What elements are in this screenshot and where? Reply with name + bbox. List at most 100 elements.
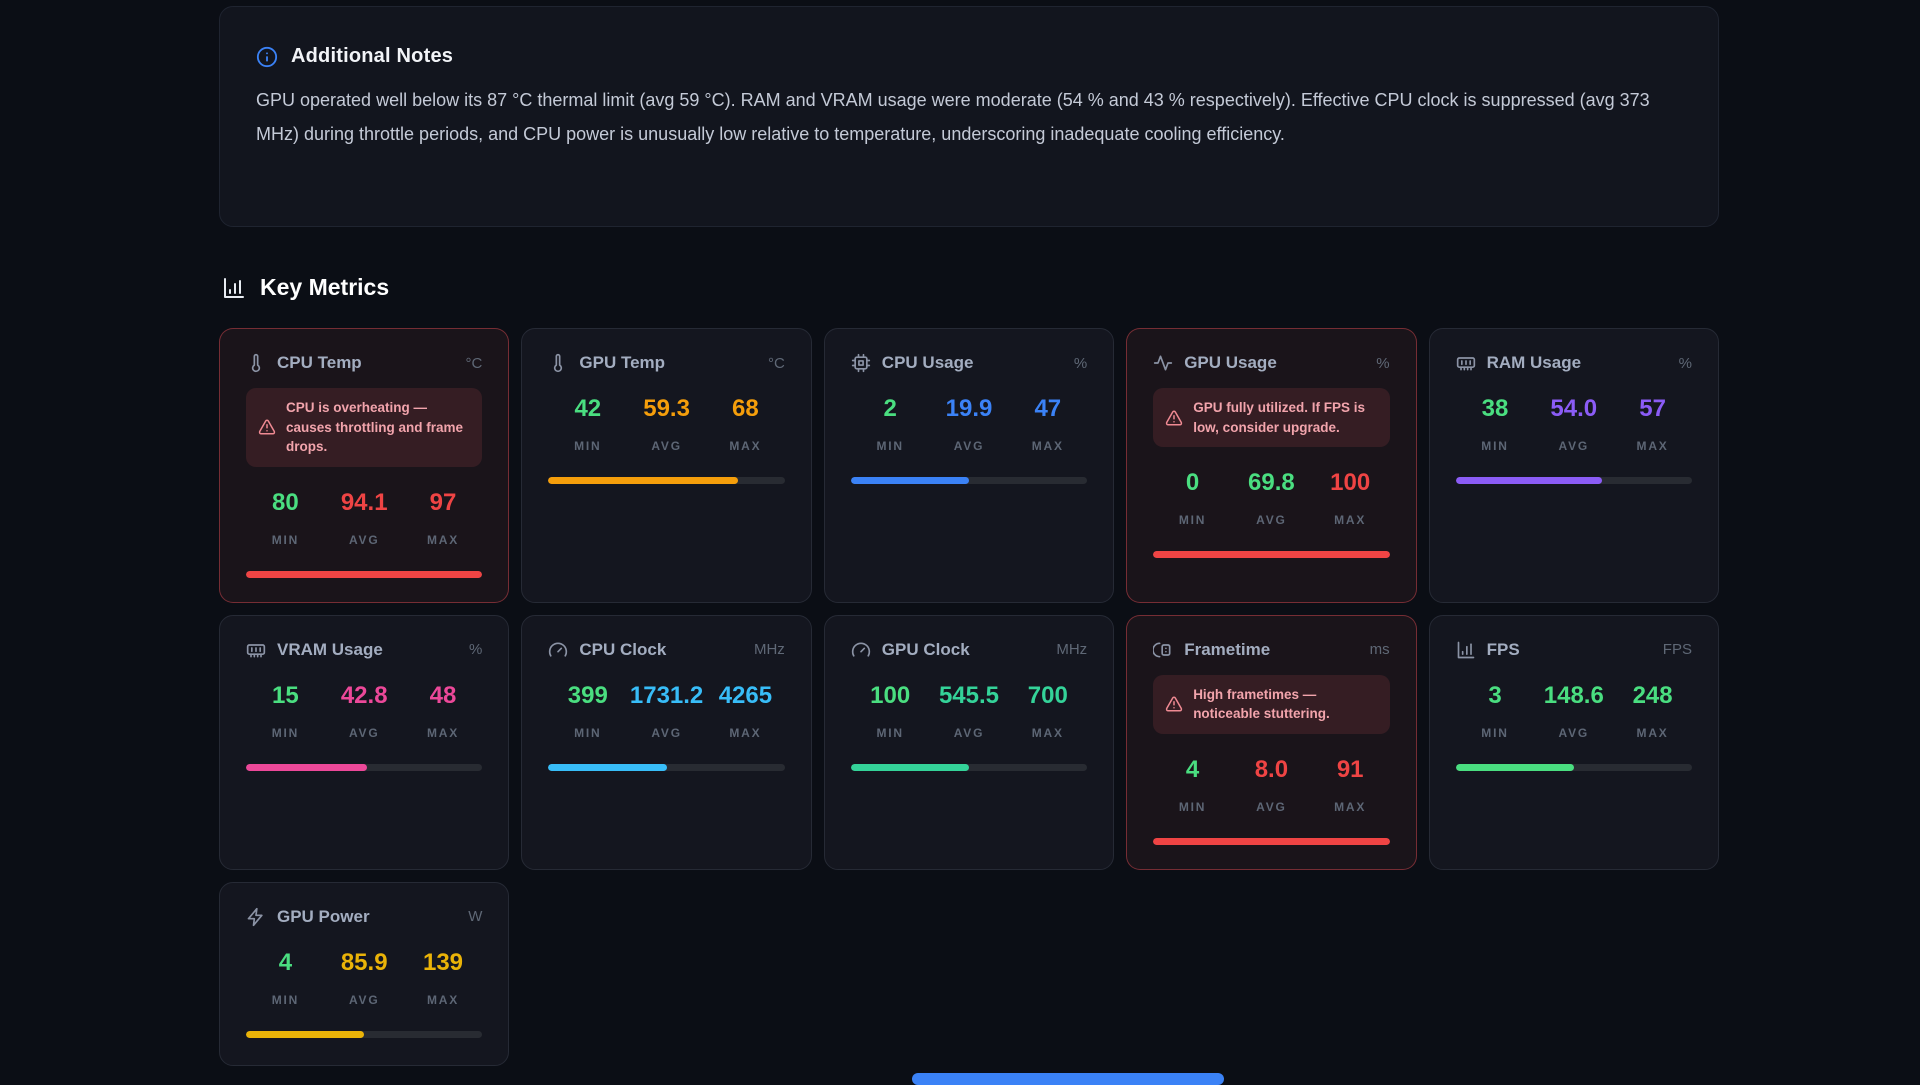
metric-value-labels: MIN AVG MAX <box>1153 513 1389 527</box>
metric-unit: % <box>1678 354 1692 372</box>
metric-unit: ms <box>1369 641 1390 659</box>
metric-progress-fill <box>1153 551 1390 559</box>
metric-title: CPU Temp <box>277 353 362 372</box>
metric-max-value: 68 <box>732 395 759 422</box>
metric-card-header: RAM Usage % <box>1456 353 1692 373</box>
metric-title: Frametime <box>1184 639 1271 659</box>
metric-title: GPU Clock <box>881 639 970 659</box>
metric-card-header: CPU Usage % <box>851 353 1087 373</box>
max-label: MAX <box>426 725 460 740</box>
metric-unit: % <box>1073 354 1088 372</box>
metric-warning: GPU fully utilized. If FPS is low, consi… <box>1153 388 1390 448</box>
metric-min-value: 80 <box>272 488 299 516</box>
metric-progress-track <box>1455 763 1692 771</box>
metric-unit: W <box>468 908 483 926</box>
metric-card-cpu-usage: CPU Usage % 2 19.9 47 MIN AVG MAX <box>823 328 1115 603</box>
metric-progress-fill <box>850 763 969 771</box>
metric-values: 4 8.0 91 <box>1153 756 1389 784</box>
metric-unit: % <box>1376 354 1390 372</box>
metric-progress-track <box>548 477 785 484</box>
metric-value-labels: MIN AVG MAX <box>1153 800 1389 814</box>
metric-warning: High frametimes — noticeable stuttering. <box>1153 674 1390 734</box>
max-label: MAX <box>729 439 762 453</box>
metric-avg-value: 94.1 <box>340 488 388 516</box>
metric-card-vram-usage: VRAM Usage % 15 42.8 48 MIN AVG MAX <box>219 614 510 870</box>
metric-progress-track <box>246 1030 483 1038</box>
metric-value-labels: MIN AVG MAX <box>246 726 482 740</box>
metric-avg-value: 19.9 <box>945 395 993 422</box>
metric-avg-value: 42.8 <box>340 681 388 709</box>
metric-title: CPU Clock <box>579 639 667 659</box>
bar-chart-icon <box>222 276 246 300</box>
max-label: MAX <box>1031 725 1064 740</box>
min-label: MIN <box>1481 439 1509 453</box>
metric-progress-track <box>548 763 785 771</box>
metric-card-ram-usage: RAM Usage % 38 54.0 57 MIN AVG MAX <box>1428 328 1719 603</box>
bottom-cutoff-button[interactable] <box>912 1073 1224 1085</box>
metric-warning-text: High frametimes — noticeable stuttering. <box>1193 686 1330 722</box>
max-label: MAX <box>426 992 460 1007</box>
metric-title: VRAM Usage <box>277 639 383 659</box>
metric-progress-track <box>246 763 483 771</box>
metric-min-value: 2 <box>883 395 897 422</box>
min-label: MIN <box>271 532 300 547</box>
avg-label: AVG <box>953 725 985 740</box>
metric-max-value: 4265 <box>718 681 773 709</box>
metric-card-gpu-clock: GPU Clock MHz 100 545.5 700 MIN AVG MAX <box>823 614 1115 870</box>
max-label: MAX <box>1636 439 1669 453</box>
metric-progress-track <box>246 570 483 578</box>
max-label: MAX <box>729 725 762 740</box>
metric-card-frametime: Frametime ms High frametimes — noticeabl… <box>1126 614 1417 870</box>
min-label: MIN <box>271 725 300 740</box>
avg-label: AVG <box>651 725 682 740</box>
metric-max-value: 97 <box>429 488 457 516</box>
metric-max-value: 47 <box>1034 395 1062 422</box>
metric-progress-track <box>1455 477 1692 484</box>
metric-progress-fill <box>246 570 483 578</box>
gauge-icon <box>548 640 568 660</box>
metric-min-value: 3 <box>1488 681 1502 709</box>
min-label: MIN <box>271 992 300 1007</box>
metric-min-value: 15 <box>272 681 299 709</box>
warning-triangle-icon <box>258 418 276 436</box>
metric-values: 15 42.8 48 <box>246 682 482 710</box>
metric-title: FPS <box>1486 639 1520 659</box>
notes-title-row: Additional Notes <box>256 45 1678 68</box>
memory-icon <box>246 640 266 660</box>
metric-avg-value: 148.6 <box>1543 681 1604 709</box>
max-label: MAX <box>1334 799 1367 814</box>
metric-values: 0 69.8 100 <box>1153 469 1389 497</box>
metric-progress-fill <box>850 477 969 484</box>
metric-avg-value: 85.9 <box>340 948 388 976</box>
metric-card-gpu-power: GPU Power W 4 85.9 139 MIN AVG MAX <box>219 881 510 1066</box>
avg-label: AVG <box>1256 799 1287 814</box>
avg-label: AVG <box>953 439 985 453</box>
metric-progress-fill <box>1153 837 1390 845</box>
max-label: MAX <box>426 532 460 547</box>
metric-values: 42 59.3 68 <box>548 395 784 423</box>
metric-value-labels: MIN AVG MAX <box>1456 726 1692 740</box>
metric-avg-value: 8.0 <box>1254 755 1289 783</box>
metric-title: GPU Temp <box>579 353 666 372</box>
metric-max-value: 100 <box>1330 469 1371 497</box>
additional-notes-card: Additional Notes GPU operated well below… <box>219 6 1719 227</box>
min-label: MIN <box>574 439 602 453</box>
avg-label: AVG <box>348 992 380 1007</box>
thermometer-icon <box>548 353 568 373</box>
metric-value-labels: MIN AVG MAX <box>548 439 784 453</box>
metric-values: 100 545.5 700 <box>851 682 1087 710</box>
max-label: MAX <box>1031 439 1064 453</box>
metric-values: 80 94.1 97 <box>246 489 482 517</box>
max-label: MAX <box>1334 513 1367 528</box>
thermometer-icon <box>246 353 266 373</box>
metric-warning: CPU is overheating — causes throttling a… <box>246 388 483 467</box>
metric-card-cpu-clock: CPU Clock MHz 399 1731.2 4265 MIN AVG MA… <box>521 614 812 870</box>
key-metrics-header: Key Metrics <box>222 274 389 301</box>
metric-avg-value: 1731.2 <box>629 681 704 709</box>
metric-card-header: FPS FPS <box>1456 640 1692 660</box>
metric-progress-fill <box>1455 477 1603 484</box>
metric-title: RAM Usage <box>1486 353 1582 372</box>
avg-label: AVG <box>1558 439 1590 453</box>
metric-min-value: 4 <box>278 948 293 976</box>
min-label: MIN <box>876 725 904 740</box>
